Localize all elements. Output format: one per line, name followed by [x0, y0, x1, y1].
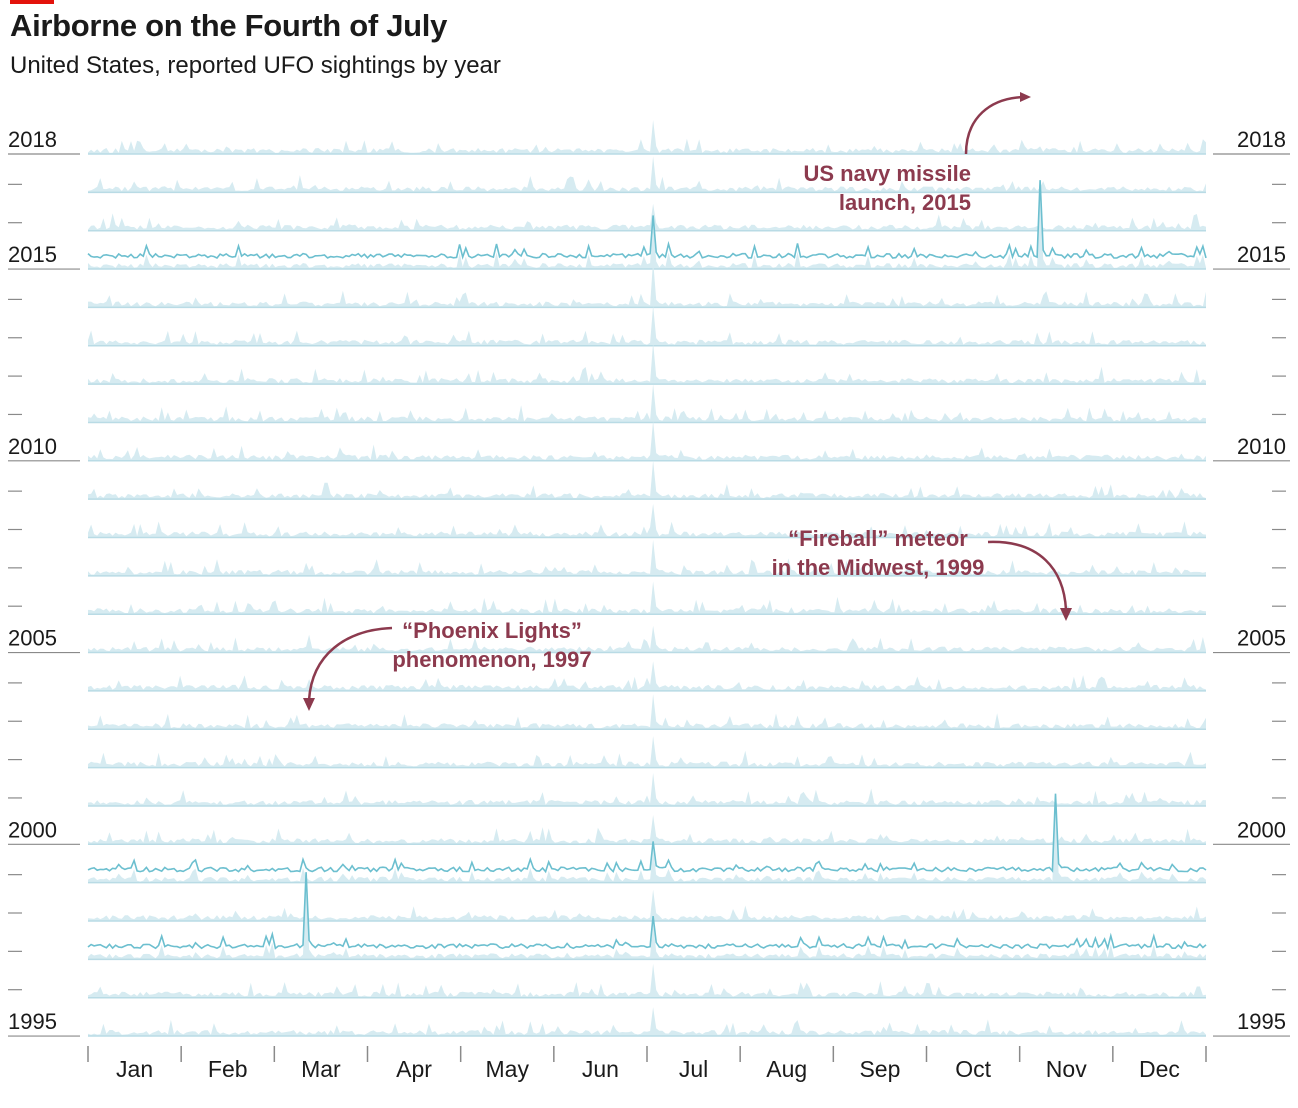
month-label-aug: Aug: [766, 1056, 807, 1082]
ridge-area-1996: [88, 963, 1206, 998]
month-label-feb: Feb: [208, 1056, 248, 1082]
chart-title: Airborne on the Fourth of July: [10, 8, 448, 43]
year-label-right-2015: 2015: [1237, 242, 1286, 267]
annotation-fireball-line-1: “Fireball” meteor: [788, 526, 968, 551]
year-label-right-2005: 2005: [1237, 626, 1286, 651]
annotation-phoenix-line-2: phenomenon, 1997: [392, 647, 591, 672]
month-label-jan: Jan: [116, 1056, 153, 1082]
annotation-phoenix-arrowhead: [303, 698, 315, 711]
year-label-left-2018: 2018: [8, 127, 57, 152]
month-label-mar: Mar: [301, 1056, 341, 1082]
month-label-oct: Oct: [955, 1056, 991, 1082]
year-label-left-2015: 2015: [8, 242, 57, 267]
year-label-left-2010: 2010: [8, 434, 57, 459]
ridge-area-2018: [88, 120, 1206, 154]
year-label-right-2010: 2010: [1237, 434, 1286, 459]
ridge-area-2006: [88, 581, 1206, 615]
month-label-may: May: [486, 1056, 530, 1082]
chart-subtitle: United States, reported UFO sightings by…: [10, 52, 501, 79]
ridge-area-2007: [88, 539, 1206, 576]
ridge-area-2016: [88, 203, 1206, 231]
annotation-fireball-line-2: in the Midwest, 1999: [772, 555, 985, 580]
brand-bar: [10, 0, 54, 4]
ridge-line-1999: [87, 793, 1207, 874]
ridge-area-2011: [88, 384, 1206, 423]
annotation-navy-arrowhead: [1020, 92, 1031, 102]
ridge-line-2015: [87, 180, 1207, 260]
ridge-area-2017: [88, 156, 1206, 193]
ridge-area-2008: [88, 503, 1206, 538]
annotation-navy-line-2: launch, 2015: [839, 190, 971, 215]
annotation-phoenix-arrow: [307, 626, 393, 701]
month-label-sep: Sep: [859, 1056, 900, 1082]
year-axis: 2018 2015 2010 2005 2000 1995 2018 2015 2010 2005…: [8, 127, 1290, 1037]
month-label-nov: Nov: [1046, 1056, 1087, 1082]
month-label-jul: Jul: [679, 1056, 708, 1082]
year-label-left-2005: 2005: [8, 626, 57, 651]
ridge-area-2000: [88, 815, 1206, 845]
ridge-area-1998: [88, 889, 1206, 921]
ridge-area-2012: [88, 342, 1206, 385]
month-label-jun: Jun: [582, 1056, 619, 1082]
year-label-left-1995: 1995: [8, 1009, 57, 1034]
month-axis: Jan Feb Mar Apr May Jun Jul Aug Sep Oct Nov Dec: [87, 1046, 1207, 1082]
ridge-line-1997: [87, 872, 1207, 951]
ridge-area-2010: [88, 420, 1206, 461]
annotations: US navy missile launch, 2015 “Fireball” me…: [303, 92, 1072, 711]
ridge-area-1995: [88, 1007, 1206, 1037]
annotation-navy-line-1: US navy missile: [803, 161, 971, 186]
year-label-left-2000: 2000: [8, 817, 57, 842]
month-label-dec: Dec: [1139, 1056, 1180, 1082]
ridge-area-2004: [88, 661, 1206, 691]
year-label-right-2018: 2018: [1237, 127, 1286, 152]
ridge-area-2001: [88, 773, 1206, 806]
ridge-area-2002: [88, 736, 1206, 768]
annotation-phoenix-line-1: “Phoenix Lights”: [402, 618, 582, 643]
annotation-navy-arrow: [964, 95, 1025, 155]
ridge-area-2003: [88, 694, 1206, 730]
year-label-right-1995: 1995: [1237, 1009, 1286, 1034]
month-label-apr: Apr: [396, 1056, 432, 1082]
ridge-area-2005: [88, 625, 1206, 653]
year-label-right-2000: 2000: [1237, 817, 1286, 842]
ridge-area-2013: [88, 305, 1206, 346]
annotation-fireball-arrowhead: [1060, 608, 1072, 621]
ridge-area-2009: [88, 460, 1206, 500]
annotation-fireball-arrow: [987, 540, 1068, 611]
year-rows: [87, 120, 1207, 1037]
